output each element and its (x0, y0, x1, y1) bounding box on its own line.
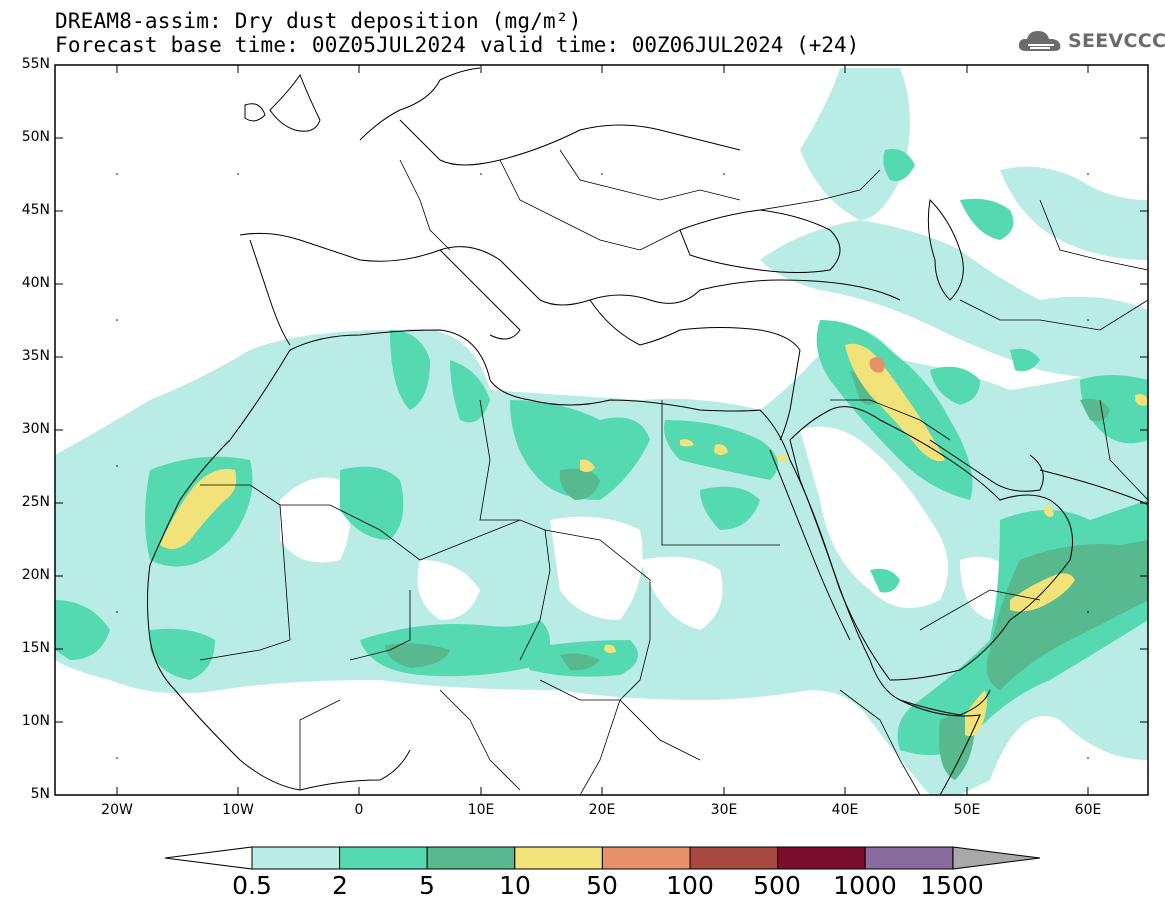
colorbar-label: 2 (332, 871, 348, 900)
lat-label: 15N (21, 640, 50, 656)
lat-label: 5N (30, 786, 50, 802)
lat-label: 40N (21, 275, 50, 291)
colorbar-low-arrow (164, 846, 253, 870)
coastlines (147, 67, 1148, 795)
lat-label: 25N (21, 494, 50, 510)
colorbar-swatch (514, 846, 603, 870)
lon-label: 10W (222, 802, 254, 818)
lon-label: 40E (831, 802, 859, 818)
colorbar (164, 846, 1041, 870)
colorbar-high-arrow (952, 846, 1041, 870)
lat-label: 30N (21, 421, 50, 437)
lat-label: 20N (21, 567, 50, 583)
colorbar-label: 500 (753, 871, 801, 900)
country-borders (199, 149, 1148, 795)
grid-dots (116, 173, 1089, 759)
map-area (55, 65, 1148, 795)
colorbar-swatch (426, 846, 516, 870)
colorbar-swatch (777, 846, 866, 870)
forecast-base-time: Forecast base time: 00Z05JUL2024 (55, 33, 466, 57)
seevccc-logo: SEEVCCC (1016, 26, 1165, 56)
colorbar-swatch (251, 846, 341, 870)
lat-label: 10N (21, 713, 50, 729)
colorbar-swatch (339, 846, 428, 870)
colorbar-swatch (864, 846, 954, 870)
colorbar-label: 0.5 (232, 871, 272, 900)
map-title: DREAM8-assim: Dry dust deposition (mg/m²… (55, 9, 582, 33)
colorbar-label: 10 (499, 871, 531, 900)
lat-label: 45N (21, 202, 50, 218)
lon-label: 60E (1074, 802, 1102, 818)
lat-label: 50N (21, 129, 50, 145)
colorbar-swatch (601, 846, 691, 870)
lon-label: 0 (354, 802, 364, 818)
colorbar-label: 5 (419, 871, 435, 900)
colorbar-label: 1500 (920, 871, 984, 900)
cloud-icon (1018, 31, 1061, 51)
lon-label: 20E (588, 802, 616, 818)
no-deposition-area (280, 426, 1013, 630)
valid-time: valid time: 00Z06JUL2024 (+24) (480, 33, 860, 57)
lat-label: 35N (21, 348, 50, 364)
axis-ticks (55, 64, 1148, 796)
colorbar-swatch (689, 846, 779, 870)
colorbar-label: 1000 (833, 871, 897, 900)
lon-label: 30E (710, 802, 738, 818)
lon-label: 20W (101, 802, 133, 818)
lon-label: 10E (467, 802, 495, 818)
lon-label: 50E (953, 802, 981, 818)
colorbar-label: 100 (666, 871, 714, 900)
lat-label: 55N (21, 56, 50, 72)
logo-text: SEEVCCC (1068, 30, 1165, 52)
colorbar-label: 50 (586, 871, 618, 900)
deposition-level-50 (869, 356, 885, 373)
